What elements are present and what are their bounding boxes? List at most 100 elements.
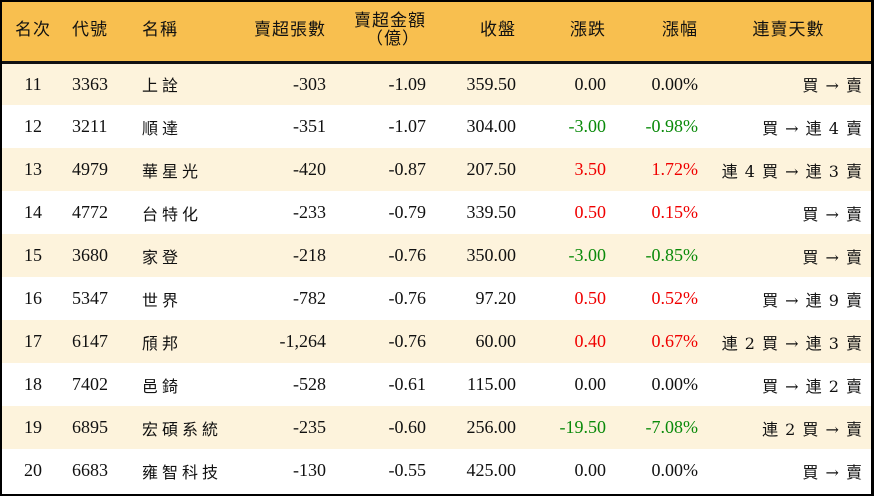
- cell-close: 97.20: [475, 288, 517, 308]
- cell-sell-amount: -0.87: [388, 159, 427, 179]
- table-row: 20 6683 雍智科技 -130 -0.55 425.00 0.00 0.00…: [2, 449, 871, 492]
- cell-sell-volume: -420: [293, 159, 326, 179]
- cell-rank: 18: [24, 374, 42, 394]
- table-row: 16 5347 世界 -782 -0.76 97.20 0.50 0.52% 買…: [2, 277, 871, 320]
- table-row: 13 4979 華星光 -420 -0.87 207.50 3.50 1.72%…: [2, 148, 871, 191]
- cell-change: 0.00: [574, 73, 607, 94]
- cell-close: 359.50: [466, 73, 517, 94]
- cell-close: 304.00: [466, 116, 517, 136]
- cell-change-pct: 0.15%: [651, 202, 699, 222]
- cell-close: 350.00: [466, 245, 517, 265]
- cell-streak: 連 2 買 → 賣: [762, 419, 863, 439]
- cell-code: 6147: [72, 331, 108, 351]
- header-name: 名稱: [134, 2, 234, 64]
- cell-change-pct: -0.85%: [645, 245, 699, 265]
- cell-code: 4772: [72, 202, 108, 222]
- cell-code: 3211: [72, 116, 108, 136]
- cell-close: 115.00: [467, 374, 516, 394]
- cell-close: 256.00: [466, 417, 517, 437]
- header-sell-amount-line1: 賣超金額: [354, 11, 426, 32]
- cell-name: 宏碩系統: [142, 419, 223, 439]
- header-sell-amount-line2: （億）: [366, 29, 420, 50]
- cell-change: 3.50: [574, 159, 607, 179]
- cell-name: 世界: [142, 290, 183, 310]
- cell-name: 上詮: [142, 76, 183, 96]
- table-row: 11 3363 上詮 -303 -1.09 359.50 0.00 0.00% …: [2, 62, 871, 105]
- cell-streak: 連 2 買 → 連 3 賣: [721, 333, 863, 353]
- header-sell-amount: 賣超金額 （億）: [334, 2, 434, 64]
- cell-rank: 14: [24, 202, 42, 222]
- cell-streak: 買 → 賣: [802, 462, 863, 482]
- cell-sell-amount: -0.61: [388, 374, 427, 394]
- cell-name: 頎邦: [142, 333, 183, 353]
- cell-sell-volume: -782: [293, 288, 326, 308]
- cell-close: 207.50: [466, 159, 517, 179]
- table-row: 14 4772 台特化 -233 -0.79 339.50 0.50 0.15%…: [2, 191, 871, 234]
- cell-rank: 11: [24, 73, 42, 94]
- cell-sell-volume: -218: [293, 245, 326, 265]
- cell-change: 0.50: [574, 202, 607, 222]
- header-sell-volume: 賣超張數: [234, 2, 334, 64]
- cell-sell-amount: -0.79: [388, 202, 427, 222]
- cell-streak: 買 → 連 4 賣: [762, 118, 863, 138]
- cell-sell-amount: -1.07: [388, 116, 427, 136]
- header-code: 代號: [64, 2, 134, 64]
- cell-sell-volume: -303: [293, 73, 326, 94]
- cell-change: -3.00: [568, 116, 607, 136]
- cell-sell-amount: -0.55: [388, 460, 427, 480]
- cell-name: 家登: [142, 247, 183, 267]
- cell-change: 0.00: [574, 374, 607, 394]
- cell-rank: 12: [24, 116, 42, 136]
- header-change: 漲跌: [524, 2, 614, 64]
- cell-sell-volume: -1,264: [279, 331, 327, 351]
- cell-change-pct: -7.08%: [645, 417, 699, 437]
- cell-sell-amount: -1.09: [388, 73, 427, 94]
- cell-name: 華星光: [142, 161, 203, 181]
- cell-close: 339.50: [466, 202, 517, 222]
- cell-change-pct: 0.52%: [651, 288, 699, 308]
- cell-sell-amount: -0.76: [388, 245, 427, 265]
- cell-change: 0.00: [574, 460, 607, 480]
- cell-sell-amount: -0.76: [388, 288, 427, 308]
- cell-streak: 連 4 買 → 連 3 賣: [721, 161, 863, 181]
- cell-sell-volume: -528: [293, 374, 326, 394]
- cell-streak: 買 → 賣: [802, 247, 863, 267]
- cell-streak: 買 → 連 2 賣: [762, 376, 863, 396]
- cell-close: 60.00: [475, 331, 517, 351]
- cell-code: 4979: [72, 159, 108, 179]
- cell-sell-volume: -235: [293, 417, 326, 437]
- cell-change-pct: 1.72%: [651, 159, 699, 179]
- table-row: 12 3211 順達 -351 -1.07 304.00 -3.00 -0.98…: [2, 105, 871, 148]
- cell-change: 0.40: [574, 331, 607, 351]
- cell-code: 7402: [72, 374, 108, 394]
- cell-code: 6895: [72, 417, 108, 437]
- cell-change-pct: 0.00%: [651, 374, 699, 394]
- cell-name: 台特化: [142, 204, 203, 224]
- table-header-row: 名次 代號 名稱 賣超張數 賣超金額 （億） 收盤 漲跌 漲幅 連賣天數: [2, 2, 871, 64]
- cell-close: 425.00: [466, 460, 517, 480]
- table-row: 19 6895 宏碩系統 -235 -0.60 256.00 -19.50 -7…: [2, 406, 871, 449]
- cell-change: 0.50: [574, 288, 607, 308]
- table-body: 11 3363 上詮 -303 -1.09 359.50 0.00 0.00% …: [2, 62, 871, 492]
- cell-change-pct: 0.00%: [651, 73, 699, 94]
- cell-sell-amount: -0.76: [388, 331, 427, 351]
- cell-code: 5347: [72, 288, 108, 308]
- cell-rank: 20: [24, 460, 42, 480]
- cell-code: 3680: [72, 245, 108, 265]
- table-row: 15 3680 家登 -218 -0.76 350.00 -3.00 -0.85…: [2, 234, 871, 277]
- cell-rank: 16: [24, 288, 42, 308]
- cell-change-pct: 0.67%: [651, 331, 699, 351]
- cell-change: -3.00: [568, 245, 607, 265]
- cell-sell-volume: -130: [293, 460, 326, 480]
- cell-streak: 買 → 賣: [802, 76, 863, 96]
- cell-change-pct: 0.00%: [651, 460, 699, 480]
- cell-name: 雍智科技: [142, 462, 223, 482]
- cell-rank: 17: [24, 331, 42, 351]
- cell-rank: 15: [24, 245, 42, 265]
- cell-code: 6683: [72, 460, 108, 480]
- cell-name: 順達: [142, 118, 183, 138]
- header-rank: 名次: [2, 2, 64, 64]
- cell-streak: 買 → 賣: [802, 204, 863, 224]
